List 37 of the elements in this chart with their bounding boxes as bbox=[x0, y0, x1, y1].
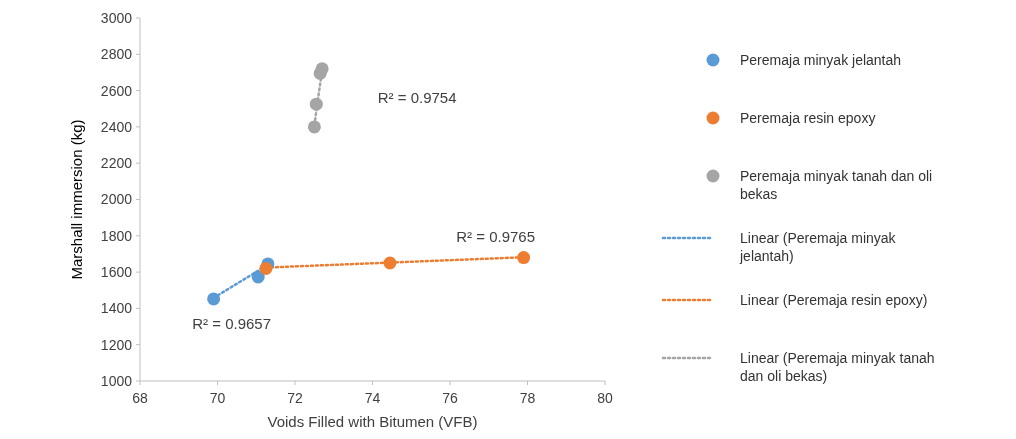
legend-label: Peremaja minyak tanah dan oli bekas bbox=[740, 168, 933, 202]
x-axis-title: Voids Filled with Bitumen (VFB) bbox=[267, 413, 478, 430]
legend-label: Linear (Peremaja resin epoxy) bbox=[740, 292, 928, 308]
y-tick-label: 1600 bbox=[100, 264, 133, 280]
x-tick-label: 72 bbox=[287, 390, 303, 406]
y-axis-title: Marshall immersion (kg) bbox=[68, 119, 85, 280]
y-tick-label: 2800 bbox=[100, 46, 133, 63]
point bbox=[315, 62, 329, 76]
point bbox=[307, 120, 321, 134]
legend-label: Linear (Peremaja minyak jelantah) bbox=[739, 230, 897, 264]
x-tick-label: 78 bbox=[519, 390, 536, 406]
point bbox=[251, 270, 265, 284]
x-tick-label: 70 bbox=[209, 390, 226, 406]
point bbox=[259, 261, 273, 275]
point bbox=[207, 292, 221, 306]
x-tick-label: 80 bbox=[597, 390, 613, 406]
point bbox=[517, 251, 531, 265]
y-tick-label: 2600 bbox=[100, 82, 133, 99]
y-tick-label: 2200 bbox=[100, 155, 133, 172]
x-tick-label: 68 bbox=[132, 390, 148, 406]
y-tick-label: 2000 bbox=[100, 191, 133, 208]
annotation: R² = 0.9754 bbox=[377, 88, 457, 106]
y-tick-label: 1800 bbox=[100, 227, 133, 244]
y-tick-label: 1000 bbox=[100, 372, 133, 389]
y-tick-label: 2400 bbox=[100, 118, 133, 135]
y-tick-label: 3000 bbox=[100, 9, 133, 26]
x-tick-label: 76 bbox=[442, 390, 458, 406]
legend-label: Linear (Peremaja minyak tanah dan oli bekas) bbox=[740, 350, 935, 384]
y-tick-label: 1200 bbox=[100, 336, 133, 353]
annotation: R² = 0.9657 bbox=[192, 315, 272, 333]
legend-label: Peremaja resin epoxy bbox=[740, 110, 876, 126]
point bbox=[383, 256, 397, 270]
annotation: R² = 0.9765 bbox=[456, 228, 536, 246]
point bbox=[309, 97, 323, 111]
x-tick-label: 74 bbox=[364, 390, 381, 406]
y-tick-label: 1400 bbox=[100, 300, 133, 317]
legend-label: Peremaja minyak jelantah bbox=[740, 52, 902, 68]
